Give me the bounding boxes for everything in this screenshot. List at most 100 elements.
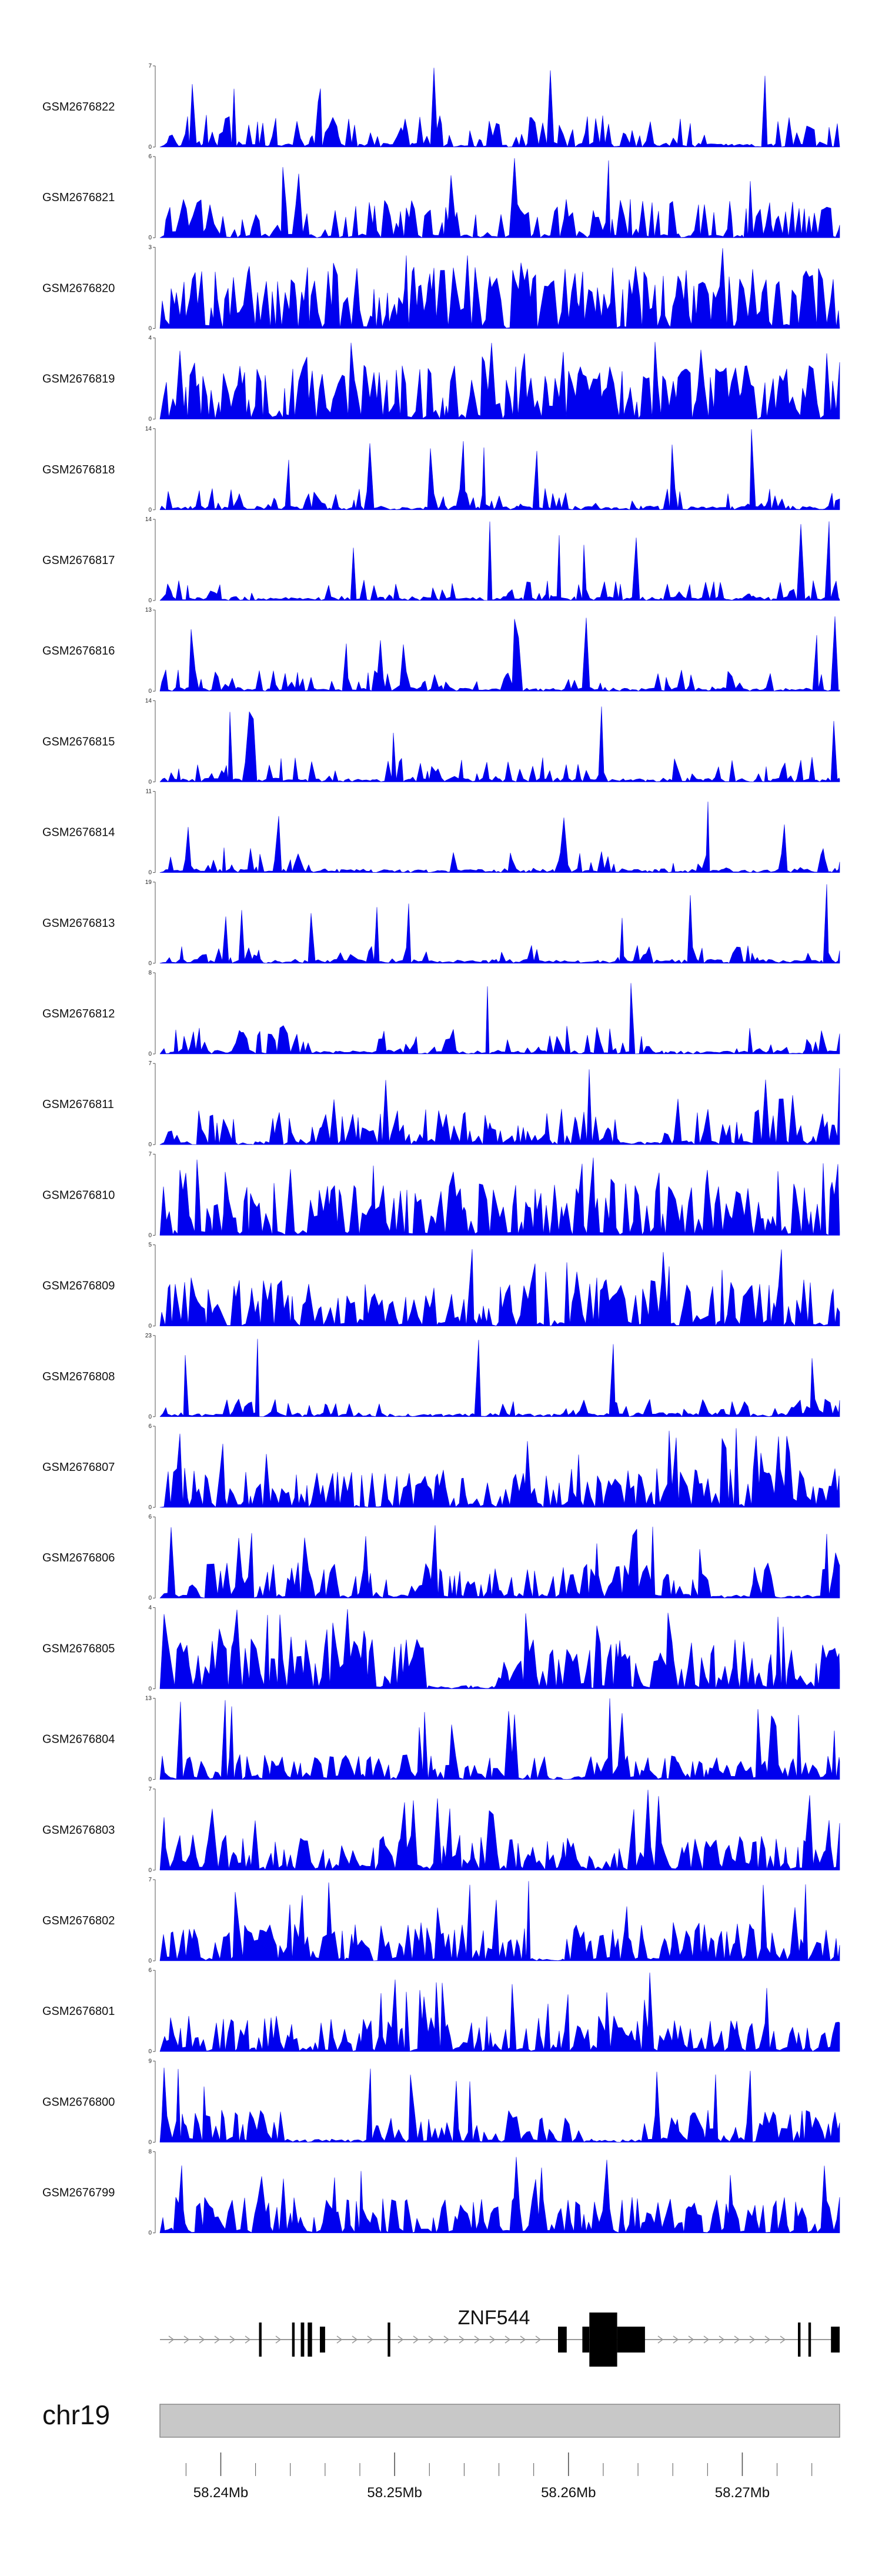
- axis-tick-label: 58.25Mb: [367, 2485, 422, 2501]
- track-signal-area: [159, 1249, 840, 1326]
- track-gsm2676806: GSM2676806 6 0: [42, 1514, 840, 1601]
- track-y-max-label: 6: [148, 1514, 152, 1520]
- track-gsm2676801: GSM2676801 6 0: [42, 1967, 840, 2055]
- track-y-min-label: 0: [148, 598, 152, 604]
- track-label: GSM2676821: [42, 191, 115, 204]
- track-gsm2676807: GSM2676807 6 0: [42, 1423, 840, 1511]
- track-signal-area: [159, 884, 840, 964]
- track-y-min-label: 0: [148, 1686, 152, 1692]
- track-gsm2676799: GSM2676799 8 0: [42, 2149, 840, 2237]
- track-signal-area: [159, 1068, 840, 1145]
- track-y-max-label: 19: [145, 879, 152, 886]
- track-y-max-label: 6: [148, 1967, 152, 1974]
- track-label: GSM2676809: [42, 1280, 115, 1293]
- track-label: GSM2676801: [42, 2005, 115, 2018]
- track-signal-area: [159, 521, 840, 601]
- track-signal-area: [159, 1972, 840, 2052]
- strand-arrow: [703, 2335, 710, 2344]
- axis-tick-label: 58.26Mb: [541, 2485, 596, 2501]
- track-y-min-label: 0: [148, 960, 152, 967]
- strand-arrow: [443, 2335, 450, 2344]
- exon: [308, 2323, 312, 2357]
- exon: [582, 2327, 590, 2353]
- track-y-min-label: 0: [148, 2139, 152, 2145]
- strand-arrow: [183, 2335, 190, 2344]
- track-label: GSM2676810: [42, 1189, 115, 1202]
- strand-arrow: [367, 2335, 373, 2344]
- strand-arrow: [352, 2335, 358, 2344]
- track-gsm2676819: GSM2676819 4 0: [42, 335, 840, 423]
- track-signal-area: [159, 342, 840, 419]
- track-signal-area: [159, 1525, 840, 1599]
- chromosome-ideogram: [159, 2404, 840, 2438]
- strand-arrow: [505, 2335, 511, 2344]
- track-gsm2676817: GSM2676817 14 0: [42, 516, 840, 604]
- track-label: GSM2676816: [42, 645, 115, 658]
- track-y-min-label: 0: [148, 507, 152, 513]
- track-y-max-label: 6: [148, 154, 152, 160]
- track-gsm2676803: GSM2676803 7 0: [42, 1786, 840, 1874]
- track-y-max-label: 7: [148, 1060, 152, 1067]
- track-signal-area: [159, 616, 840, 692]
- track-label: GSM2676806: [42, 1551, 115, 1564]
- strand-arrow: [719, 2335, 725, 2344]
- track-y-min-label: 0: [148, 779, 152, 785]
- track-signal-area: [159, 1428, 840, 1508]
- track-gsm2676822: GSM2676822 7 0: [42, 63, 840, 151]
- strand-arrow: [275, 2335, 282, 2344]
- gene-exons: [259, 2313, 840, 2367]
- track-signal-area: [159, 68, 840, 148]
- track-signal-area: [159, 2067, 840, 2143]
- track-gsm2676814: GSM2676814 11 0: [42, 789, 840, 876]
- track-signal-area: [159, 1698, 840, 1780]
- gene-track: ZNF544: [160, 2307, 840, 2367]
- ideogram-track: chr19: [42, 2400, 840, 2438]
- track-y-max-label: 8: [148, 2149, 152, 2155]
- track-y-max-label: 7: [148, 63, 152, 69]
- track-gsm2676809: GSM2676809 5 0: [42, 1242, 840, 1330]
- track-y-max-label: 14: [145, 426, 152, 432]
- track-y-min-label: 0: [148, 870, 152, 876]
- track-gsm2676804: GSM2676804 13 0: [42, 1696, 840, 1783]
- exon: [831, 2327, 840, 2353]
- track-y-max-label: 6: [148, 1423, 152, 1430]
- strand-arrow: [734, 2335, 740, 2344]
- track-y-max-label: 4: [148, 335, 152, 342]
- strand-arrow: [413, 2335, 419, 2344]
- track-signal-area: [159, 429, 840, 510]
- track-y-min-label: 0: [148, 1051, 152, 1057]
- strand-arrow: [336, 2335, 343, 2344]
- track-label: GSM2676807: [42, 1461, 115, 1474]
- track-y-max-label: 7: [148, 1877, 152, 1883]
- track-y-min-label: 0: [148, 1232, 152, 1239]
- exon: [808, 2323, 811, 2357]
- strand-arrow: [535, 2335, 542, 2344]
- track-gsm2676815: GSM2676815 14 0: [42, 698, 840, 785]
- track-signal-area: [159, 248, 840, 329]
- exon: [589, 2313, 617, 2367]
- track-gsm2676813: GSM2676813 19 0: [42, 879, 840, 967]
- strand-arrow: [764, 2335, 771, 2344]
- strand-arrow: [459, 2335, 465, 2344]
- strand-arrow: [489, 2335, 496, 2344]
- exon: [617, 2327, 645, 2353]
- track-gsm2676820: GSM2676820 3 0: [42, 244, 840, 332]
- exon: [558, 2327, 567, 2353]
- track-label: GSM2676814: [42, 826, 115, 839]
- strand-arrow: [474, 2335, 480, 2344]
- track-y-min-label: 0: [148, 1504, 152, 1511]
- track-y-min-label: 0: [148, 1595, 152, 1601]
- exon: [320, 2327, 325, 2353]
- genome-axis: 58.24Mb 58.25Mb 58.26Mb 58.27Mb: [185, 2452, 813, 2501]
- track-label: GSM2676817: [42, 554, 115, 567]
- track-label: GSM2676805: [42, 1642, 115, 1655]
- track-label: GSM2676815: [42, 735, 115, 748]
- track-gsm2676816: GSM2676816 13 0: [42, 607, 840, 695]
- track-label: GSM2676811: [42, 1098, 114, 1111]
- track-gsm2676800: GSM2676800 9 0: [42, 2058, 840, 2145]
- track-y-max-label: 7: [148, 1786, 152, 1793]
- exon: [300, 2323, 305, 2357]
- track-y-max-label: 3: [148, 244, 152, 251]
- track-label: GSM2676803: [42, 1824, 115, 1837]
